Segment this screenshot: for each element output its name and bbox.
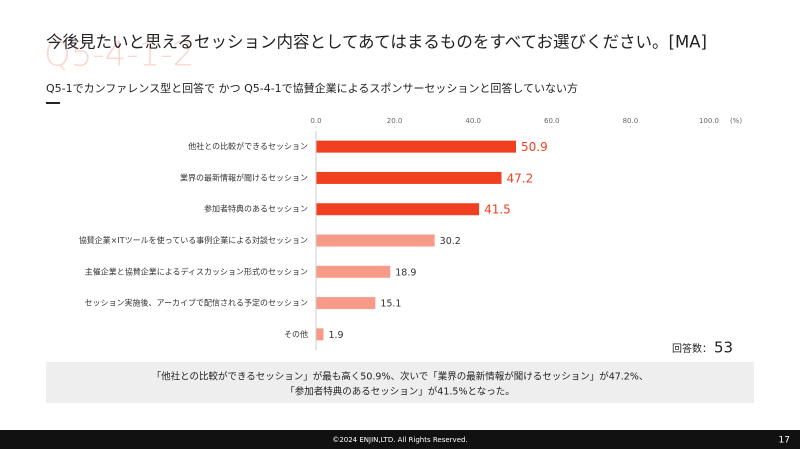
value-label: 30.2 — [440, 236, 461, 247]
page-number: 17 — [779, 436, 790, 446]
bar — [316, 171, 502, 184]
category-label: その他 — [284, 329, 308, 339]
value-label: 15.1 — [380, 299, 401, 310]
watermark: Q5-4-1-2 — [44, 35, 194, 75]
x-tick-label: 0.0 — [310, 117, 321, 125]
n-value: 53 — [714, 339, 733, 357]
category-label: 参加者特典のあるセッション — [204, 204, 308, 214]
bar — [316, 234, 435, 247]
subtitle: Q5-1でカンファレンス型と回答で かつ Q5-4-1で協賛企業によるスポンサー… — [46, 81, 578, 95]
x-tick-label: 60.0 — [544, 117, 560, 125]
bar — [316, 297, 376, 310]
n-label: 回答数： — [672, 342, 712, 355]
x-tick-label: 80.0 — [623, 117, 639, 125]
value-label: 1.9 — [328, 330, 343, 341]
category-label: 主催企業と協賛企業によるディスカッション形式のセッション — [85, 266, 308, 276]
underline — [46, 102, 60, 104]
value-label: 41.5 — [484, 203, 511, 217]
x-tick-label: 100.0 — [699, 117, 719, 125]
bar — [316, 140, 517, 153]
category-label: 協賛企業×ITツールを使っている事例企業による対談セッション — [79, 235, 308, 245]
summary-box — [46, 362, 754, 403]
unit-label: (%) — [730, 117, 742, 125]
category-label: 業界の最新情報が聞けるセッション — [180, 172, 308, 182]
value-label: 50.9 — [521, 140, 548, 154]
summary-line: 「他社との比較ができるセッション」が最も高く50.9%、次いで「業界の最新情報が… — [152, 371, 649, 383]
x-tick-label: 20.0 — [387, 117, 403, 125]
title: 今後見たいと思えるセッション内容としてあてはまるものをすべてお選びください。[M… — [46, 33, 707, 52]
summary-line: 「参加者特典のあるセッション」が41.5%となった。 — [285, 386, 514, 398]
copyright: ©2024 ENJIN,LTD. All Rights Reserved. — [332, 436, 467, 444]
bar — [316, 328, 324, 341]
footer-bar — [0, 430, 800, 449]
bar — [316, 203, 480, 216]
value-label: 18.9 — [395, 267, 416, 278]
bar — [316, 265, 391, 278]
category-label: セッション実施後、アーカイブで配信される予定のセッション — [84, 298, 308, 308]
x-tick-label: 40.0 — [465, 117, 481, 125]
category-label: 他社との比較ができるセッション — [188, 141, 308, 151]
value-label: 47.2 — [506, 171, 533, 185]
